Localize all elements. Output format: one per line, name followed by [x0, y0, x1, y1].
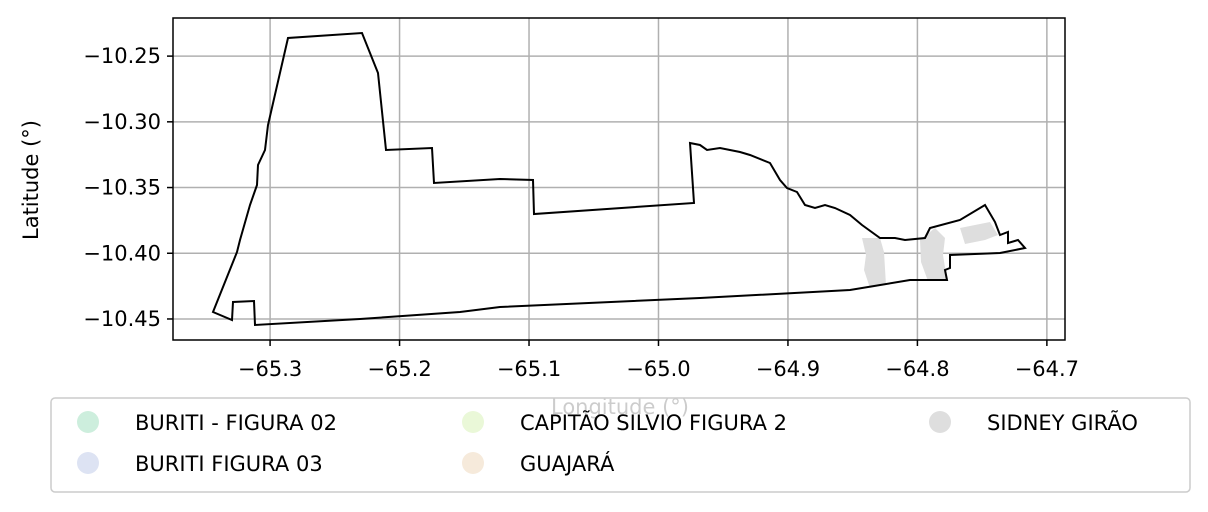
region-patch — [920, 228, 947, 281]
region-patch — [862, 238, 886, 288]
legend-marker — [77, 411, 99, 433]
x-tick-label: −65.3 — [238, 357, 302, 381]
boundary-outline — [211, 31, 1027, 327]
legend-label: SIDNEY GIRÃO — [987, 409, 1138, 435]
legend: BURITI - FIGURA 02 BURITI FIGURA 03 CAPITÃ… — [50, 397, 1191, 493]
x-tick-label: −64.8 — [885, 357, 949, 381]
y-tick-label: −10.30 — [83, 110, 161, 134]
region-patch — [960, 222, 998, 244]
x-tick-label: −64.9 — [756, 357, 820, 381]
x-tick-label: −64.7 — [1015, 357, 1079, 381]
plot-frame — [172, 17, 1066, 341]
legend-marker — [462, 411, 484, 433]
legend-marker — [462, 452, 484, 474]
grid — [173, 18, 1065, 340]
legend-label: BURITI FIGURA 03 — [135, 452, 323, 476]
y-tick-label: −10.40 — [83, 241, 161, 265]
legend-label: BURITI - FIGURA 02 — [135, 411, 337, 435]
legend-label: CAPITÃO SILVIO FIGURA 2 — [520, 409, 787, 435]
y-tick-label: −10.25 — [83, 44, 161, 68]
x-tick-label: −65.2 — [367, 357, 431, 381]
x-tick-label: −65.1 — [497, 357, 561, 381]
regions — [862, 222, 998, 288]
legend-marker — [929, 411, 951, 433]
x-tick-label: −65.0 — [626, 357, 690, 381]
y-axis-label: Latitude (°) — [19, 120, 43, 240]
y-tick-label: −10.35 — [83, 176, 161, 200]
legend-label: GUAJARÁ — [520, 451, 615, 476]
y-tick-label: −10.45 — [83, 307, 161, 331]
legend-box — [50, 397, 1191, 493]
legend-marker — [77, 452, 99, 474]
